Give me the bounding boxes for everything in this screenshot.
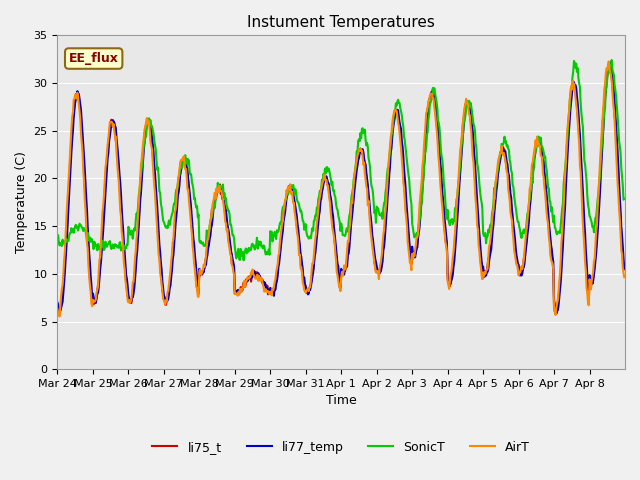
li77_temp (120, 240, 128, 246)
li75_t (224, 231, 232, 237)
SonicT (275, 229, 282, 235)
SonicT (240, 257, 248, 263)
AirT (400, 185, 408, 191)
Line: SonicT: SonicT (58, 60, 624, 260)
li77_temp (54, 300, 61, 305)
Line: AirT: AirT (58, 61, 624, 316)
AirT (225, 242, 233, 248)
li77_temp (431, 99, 439, 105)
Y-axis label: Temperature (C): Temperature (C) (15, 151, 28, 253)
AirT (432, 119, 440, 124)
SonicT (253, 235, 260, 240)
SonicT (54, 235, 61, 240)
li75_t (605, 61, 612, 67)
li75_t (252, 271, 260, 277)
li77_temp (252, 273, 260, 279)
AirT (275, 253, 282, 259)
li75_t (274, 264, 282, 270)
li75_t (399, 166, 407, 171)
SonicT (120, 242, 128, 248)
SonicT (224, 208, 232, 214)
li75_t (552, 312, 559, 317)
Text: EE_flux: EE_flux (68, 52, 118, 65)
Legend: li75_t, li77_temp, SonicT, AirT: li75_t, li77_temp, SonicT, AirT (147, 435, 535, 458)
li75_t (54, 303, 61, 309)
AirT (605, 59, 612, 64)
SonicT (432, 95, 440, 100)
li77_temp (620, 265, 628, 271)
SonicT (620, 196, 628, 202)
li75_t (120, 250, 128, 256)
li75_t (431, 104, 439, 110)
li77_temp (606, 60, 614, 65)
AirT (121, 266, 129, 272)
Line: li77_temp: li77_temp (58, 62, 624, 314)
li77_temp (274, 273, 282, 279)
X-axis label: Time: Time (326, 395, 356, 408)
li75_t (620, 266, 628, 272)
li77_temp (399, 153, 407, 159)
AirT (56, 313, 63, 319)
SonicT (608, 57, 616, 63)
SonicT (400, 133, 408, 139)
Line: li75_t: li75_t (58, 64, 624, 314)
AirT (253, 272, 260, 278)
AirT (620, 275, 628, 280)
AirT (54, 306, 61, 312)
li77_temp (224, 225, 232, 231)
Title: Instument Temperatures: Instument Temperatures (247, 15, 435, 30)
li77_temp (552, 311, 560, 317)
